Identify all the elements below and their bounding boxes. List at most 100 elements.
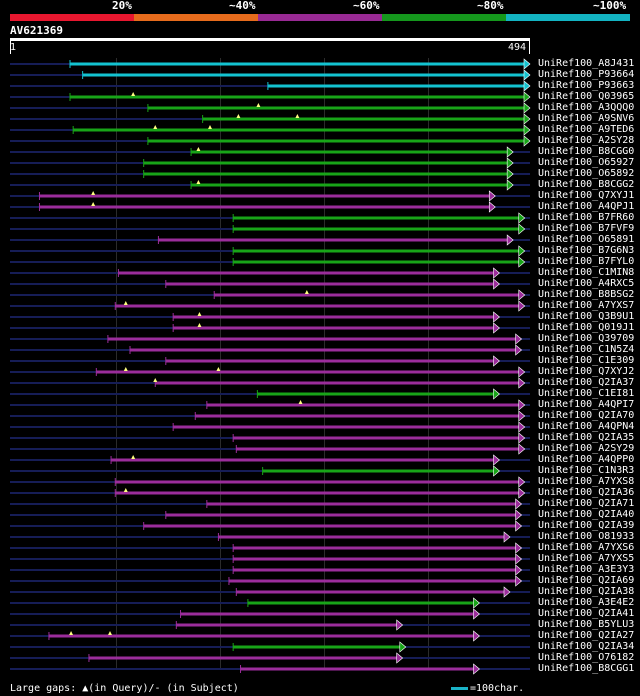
hit-label[interactable]: UniRef100_A4QPP0 xyxy=(538,454,635,465)
query-gap-marker xyxy=(91,202,96,206)
hit-label[interactable]: UniRef100_A9SNV6 xyxy=(538,113,635,124)
hit-label[interactable]: UniRef100_P93664 xyxy=(538,69,635,80)
query-id: AV621369 xyxy=(10,24,63,37)
hit-label[interactable]: UniRef100_B7FR60 xyxy=(538,212,635,223)
grid-line xyxy=(324,58,325,668)
hit-end-arrow xyxy=(473,630,480,642)
hit-end-arrow xyxy=(518,366,526,378)
grid-line xyxy=(116,58,117,668)
hit-label[interactable]: UniRef100_O65891 xyxy=(538,234,635,245)
hit-end-arrow xyxy=(493,322,500,334)
hit-label[interactable]: UniRef100_Q2IA69 xyxy=(538,575,635,586)
hit-label[interactable]: UniRef100_Q03965 xyxy=(538,91,635,102)
query-gap-marker xyxy=(91,191,96,195)
hit-end-arrow xyxy=(518,377,526,389)
hit-label[interactable]: UniRef100_A3E4E2 xyxy=(538,597,635,608)
hit-label[interactable]: UniRef100_A7YXS7 xyxy=(538,300,635,311)
hit-end-arrow xyxy=(473,663,480,675)
hit-end-arrow xyxy=(518,223,526,235)
hit-label[interactable]: UniRef100_Q2IA36 xyxy=(538,487,635,498)
hit-label[interactable]: UniRef100_Q2IA37 xyxy=(538,377,635,388)
hit-label[interactable]: UniRef100_B8BSG2 xyxy=(538,289,635,300)
scale-bar xyxy=(451,687,468,690)
grid-line xyxy=(220,58,221,668)
query-line xyxy=(10,38,530,41)
hit-label[interactable]: UniRef100_A4RXC5 xyxy=(538,278,635,289)
hit-end-arrow xyxy=(518,476,526,488)
hit-label[interactable]: UniRef100_A4QPJ1 xyxy=(538,201,635,212)
hit-end-arrow xyxy=(488,201,496,213)
query-gap-marker xyxy=(304,290,309,294)
hit-label[interactable]: UniRef100_A7YXS6 xyxy=(538,542,635,553)
hit-label[interactable]: UniRef100_C1MIN8 xyxy=(538,267,635,278)
query-gap-marker xyxy=(197,312,202,316)
hit-label[interactable]: UniRef100_Q2IA70 xyxy=(538,410,635,421)
hit-label[interactable]: UniRef100_O81933 xyxy=(538,531,635,542)
hit-label[interactable]: UniRef100_O65927 xyxy=(538,157,635,168)
hit-end-arrow xyxy=(493,465,500,477)
identity-label-80: ~80% xyxy=(477,0,504,12)
query-end: 494 xyxy=(508,42,527,53)
hit-end-arrow xyxy=(518,410,526,422)
query-start: 1 xyxy=(10,42,17,53)
hit-label[interactable]: UniRef100_B7G6N3 xyxy=(538,245,635,256)
hit-end-arrow xyxy=(518,245,526,257)
hit-label[interactable]: UniRef100_C1N3R3 xyxy=(538,465,635,476)
query-gap-marker xyxy=(123,301,128,305)
identity-color-60 xyxy=(258,14,382,21)
identity-label-60: ~60% xyxy=(353,0,380,12)
hit-label[interactable]: UniRef100_P93663 xyxy=(538,80,635,91)
query-gap-marker xyxy=(298,400,303,404)
identity-color-40 xyxy=(134,14,258,21)
hit-end-arrow xyxy=(515,498,523,510)
hit-label[interactable]: UniRef100_O65892 xyxy=(538,168,635,179)
hit-label[interactable]: UniRef100_Q2IA41 xyxy=(538,608,635,619)
hit-label[interactable]: UniRef100_A4QPN4 xyxy=(538,421,635,432)
hit-label[interactable]: UniRef100_A2SY29 xyxy=(538,443,635,454)
query-gap-marker xyxy=(256,103,261,107)
hit-label[interactable]: UniRef100_A3QQQ0 xyxy=(538,102,635,113)
hit-end-arrow xyxy=(518,487,526,499)
hit-label[interactable]: UniRef100_A7YXS5 xyxy=(538,553,635,564)
hit-label[interactable]: UniRef100_C1E309 xyxy=(538,355,635,366)
hit-label[interactable]: UniRef100_Q2IA40 xyxy=(538,509,635,520)
hit-label[interactable]: UniRef100_Q39709 xyxy=(538,333,635,344)
query-gap-marker xyxy=(153,378,158,382)
hit-label[interactable]: UniRef100_A4QPI7 xyxy=(538,399,635,410)
hit-label[interactable]: UniRef100_B7FYL0 xyxy=(538,256,635,267)
hit-label[interactable]: UniRef100_A3E3Y3 xyxy=(538,564,635,575)
hit-label[interactable]: UniRef100_O76182 xyxy=(538,652,635,663)
hit-label[interactable]: UniRef100_B8CGG0 xyxy=(538,146,635,157)
hit-label[interactable]: UniRef100_B8CGG2 xyxy=(538,179,635,190)
identity-color-100 xyxy=(506,14,630,21)
hit-label[interactable]: UniRef100_B8CGG1 xyxy=(538,663,635,674)
hit-label[interactable]: UniRef100_A8J431 xyxy=(538,58,635,69)
hit-label[interactable]: UniRef100_Q2IA34 xyxy=(538,641,635,652)
hit-end-arrow xyxy=(506,234,514,246)
hit-label[interactable]: UniRef100_Q2IA38 xyxy=(538,586,635,597)
identity-label-40: ~40% xyxy=(229,0,256,12)
hit-end-arrow xyxy=(518,432,526,444)
hit-end-arrow xyxy=(518,300,526,312)
query-gap-marker xyxy=(131,92,136,96)
hit-label[interactable]: UniRef100_B5YLU3 xyxy=(538,619,635,630)
hit-label[interactable]: UniRef100_Q3B9U1 xyxy=(538,311,635,322)
hit-label[interactable]: UniRef100_Q7XYJ2 xyxy=(538,366,635,377)
hit-label[interactable]: UniRef100_Q7XYJ1 xyxy=(538,190,635,201)
hit-end-arrow xyxy=(523,102,531,114)
hit-label[interactable]: UniRef100_Q019J1 xyxy=(538,322,635,333)
hit-label[interactable]: UniRef100_A7YXS8 xyxy=(538,476,635,487)
hit-label[interactable]: UniRef100_Q2IA39 xyxy=(538,520,635,531)
query-ruler xyxy=(10,40,530,54)
hit-end-arrow xyxy=(518,443,526,455)
hit-label[interactable]: UniRef100_Q2IA35 xyxy=(538,432,635,443)
hit-label[interactable]: UniRef100_C1EI81 xyxy=(538,388,635,399)
query-gap-marker xyxy=(216,367,221,371)
hit-label[interactable]: UniRef100_Q2IA27 xyxy=(538,630,635,641)
hit-label[interactable]: UniRef100_B7FVF9 xyxy=(538,223,635,234)
hit-end-arrow xyxy=(493,267,500,279)
hit-label[interactable]: UniRef100_A9TED6 xyxy=(538,124,635,135)
hit-label[interactable]: UniRef100_A2SY28 xyxy=(538,135,635,146)
hit-label[interactable]: UniRef100_Q2IA71 xyxy=(538,498,635,509)
hit-label[interactable]: UniRef100_C1N5Z4 xyxy=(538,344,635,355)
